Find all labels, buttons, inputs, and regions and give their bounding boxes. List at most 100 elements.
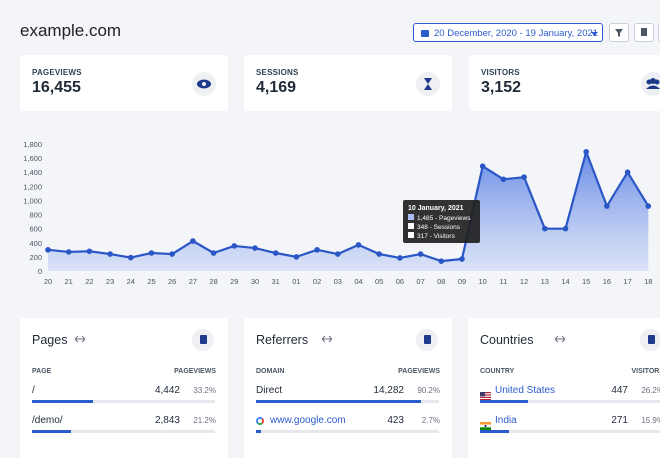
- site-title: example.com: [20, 21, 122, 40]
- row-percent: 90.2%: [417, 386, 440, 395]
- tooltip-swatch: [408, 223, 414, 229]
- row-value: 423: [387, 415, 404, 426]
- x-tick-label: 08: [437, 277, 445, 286]
- x-tick-label: 22: [85, 277, 93, 286]
- point: [645, 203, 652, 209]
- tooltip-swatch: [408, 232, 414, 238]
- x-tick-label: 13: [541, 277, 549, 286]
- x-tick-label: 03: [334, 277, 342, 286]
- expand-icon[interactable]: [554, 335, 566, 346]
- stat-card: SESSIONS 4,169: [244, 55, 452, 111]
- row-label: Direct: [256, 385, 283, 396]
- expand-icon[interactable]: [74, 335, 86, 346]
- point: [438, 258, 445, 264]
- row-value: 271: [611, 415, 628, 426]
- point: [293, 254, 300, 260]
- point: [45, 247, 51, 253]
- hourglass-icon: [416, 72, 440, 96]
- dashboard: {"header": {"site": "example.com", "date…: [20, 21, 660, 458]
- expand-icon[interactable]: [321, 335, 333, 346]
- panel-icon[interactable]: [192, 329, 214, 351]
- x-tick-label: 15: [582, 277, 590, 286]
- x-tick-label: 31: [272, 277, 280, 286]
- row-percent: 33.2%: [193, 386, 216, 395]
- point: [562, 225, 569, 232]
- point: [65, 249, 72, 255]
- point: [128, 254, 134, 261]
- point: [583, 148, 589, 155]
- column-header: COUNTRY: [480, 368, 515, 375]
- progress-bar: [256, 400, 422, 403]
- x-tick-label: 21: [65, 277, 73, 286]
- progress-track: [256, 400, 439, 403]
- point: [521, 174, 527, 180]
- panel: Referrers DOMAIN PAGEVIEWS Direct 14,282 90.2…: [244, 318, 452, 458]
- stat-label: VISITORS: [481, 68, 520, 77]
- point: [479, 163, 486, 170]
- y-tick-label: 1,600: [23, 154, 42, 163]
- point: [272, 250, 279, 256]
- tooltip-title: 10 January, 2021: [408, 205, 464, 212]
- point: [397, 255, 403, 261]
- progress-bar: [480, 400, 528, 403]
- stat-label: SESSIONS: [256, 68, 299, 77]
- progress-track: [480, 430, 660, 433]
- point: [335, 251, 341, 257]
- export-button[interactable]: [634, 23, 654, 42]
- point: [86, 248, 93, 255]
- y-tick-label: 600: [29, 225, 42, 234]
- point: [210, 250, 217, 256]
- row-percent: 2.7%: [421, 416, 440, 425]
- progress-bar: [32, 400, 93, 403]
- stat-value: 3,152: [481, 79, 522, 96]
- point: [169, 251, 175, 257]
- column-header: PAGE: [32, 368, 52, 375]
- panel-icon[interactable]: [640, 329, 660, 351]
- x-tick-label: 16: [603, 277, 611, 286]
- progress-bar: [32, 430, 71, 433]
- y-tick-label: 1,800: [23, 140, 42, 149]
- date-range-button[interactable]: 20 December, 2020 - 19 January, 2021: [413, 23, 603, 42]
- point: [231, 243, 238, 249]
- column-header: PAGEVIEWS: [174, 368, 216, 375]
- date-range: 20 December, 2020 - 19 January, 2021: [434, 28, 599, 39]
- row-label[interactable]: www.google.com: [270, 415, 346, 426]
- more-button[interactable]: [658, 23, 660, 42]
- x-tick-label: 18: [644, 277, 652, 286]
- area: [48, 151, 649, 271]
- x-tick-label: 29: [230, 277, 238, 286]
- x-tick-label: 02: [313, 277, 321, 286]
- google-icon: [256, 417, 264, 425]
- panel-title: Pages: [32, 333, 68, 347]
- filter-button[interactable]: [609, 23, 629, 42]
- point: [190, 238, 196, 244]
- x-tick-label: 17: [623, 277, 631, 286]
- x-tick-label: 01: [292, 277, 300, 286]
- panel: Countries COUNTRY VISITORS United States 447…: [468, 318, 660, 458]
- row-label[interactable]: India: [495, 415, 517, 426]
- tooltip-line: 317 - Visitors: [417, 233, 456, 240]
- row-label[interactable]: United States: [495, 385, 556, 396]
- panel: Pages PAGE PAGEVIEWS / 4,442 33.2% /demo/2,843…: [20, 318, 228, 458]
- point: [542, 225, 548, 232]
- row-value: 447: [611, 385, 628, 396]
- x-tick-label: 04: [354, 277, 362, 286]
- users-icon: [641, 72, 660, 96]
- panel-icon[interactable]: [416, 329, 438, 351]
- x-tick-label: 05: [375, 277, 383, 286]
- y-tick-label: 1,000: [23, 196, 42, 205]
- row-percent: 26.2%: [641, 386, 660, 395]
- x-tick-label: 07: [416, 277, 424, 286]
- y-tick-label: 1,200: [23, 182, 42, 191]
- point: [624, 169, 631, 176]
- tooltip: 10 January, 2021 1,485 - Pageviews 348 - S…: [403, 200, 480, 243]
- tooltip-line: 1,485 - Pageviews: [417, 215, 471, 222]
- file-icon: [641, 28, 647, 36]
- point: [252, 245, 258, 251]
- stat-value: 4,169: [256, 79, 297, 96]
- row-value: 2,843: [154, 415, 180, 426]
- x-tick-label: 20: [44, 277, 52, 286]
- x-tick-label: 11: [500, 277, 508, 286]
- row-percent: 21.2%: [193, 416, 216, 425]
- x-tick-label: 30: [251, 277, 259, 286]
